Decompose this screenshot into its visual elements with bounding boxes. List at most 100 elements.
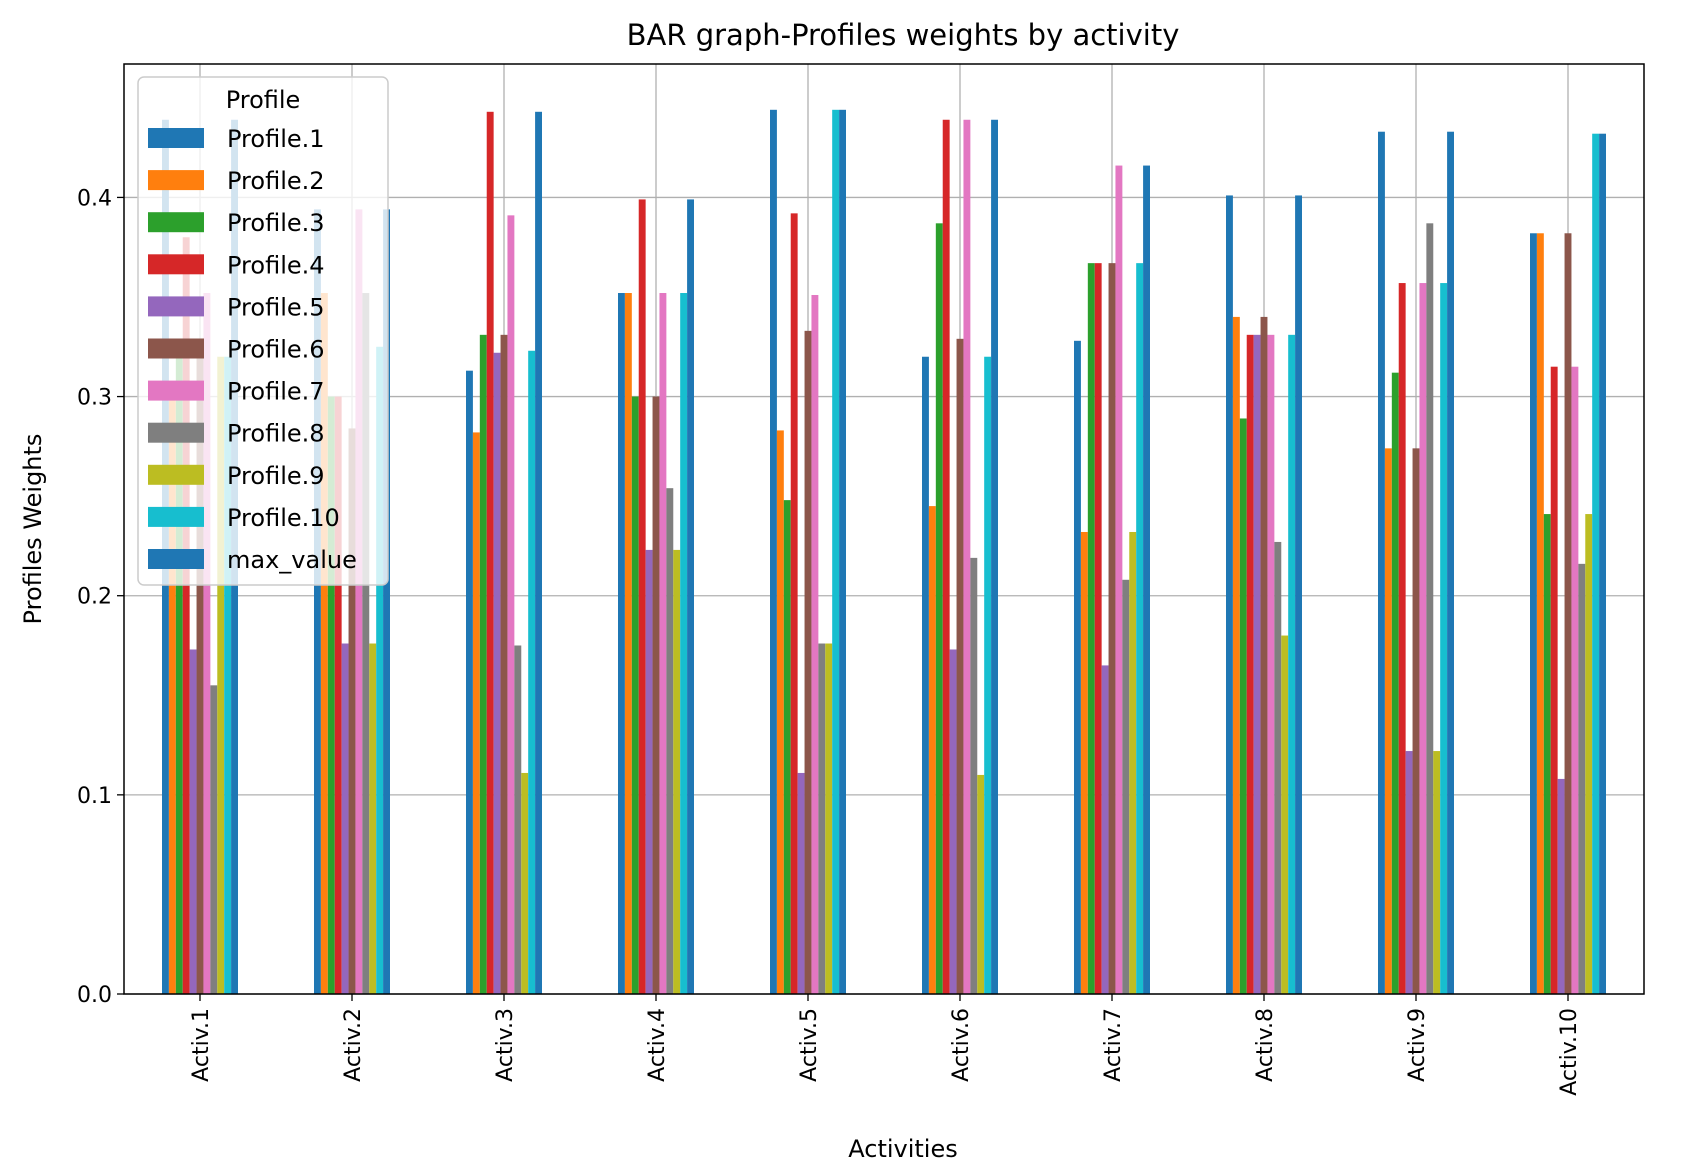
legend-swatch bbox=[148, 422, 204, 443]
bar bbox=[1398, 283, 1406, 994]
bar bbox=[1543, 514, 1551, 994]
legend: Profile Profile.1 Profile.2 Profile.3 Profi… bbox=[137, 76, 389, 586]
bar bbox=[203, 293, 211, 994]
bar bbox=[535, 111, 542, 994]
legend-label: Profile.2 bbox=[227, 167, 325, 195]
bar bbox=[1530, 233, 1537, 994]
legend-swatch bbox=[148, 549, 204, 569]
bar bbox=[1274, 541, 1282, 994]
legend-swatch bbox=[148, 464, 204, 485]
y-axis-label: Profiles Weights bbox=[19, 434, 47, 625]
y-tick-label: 0.2 bbox=[77, 585, 112, 610]
bar bbox=[818, 643, 826, 994]
bar bbox=[652, 396, 660, 994]
x-tick-label: Activ.9 bbox=[1405, 1008, 1430, 1082]
x-tick-label: Activ.5 bbox=[797, 1008, 822, 1082]
bar bbox=[984, 356, 992, 994]
bar bbox=[1295, 195, 1302, 994]
legend-title: Profile bbox=[226, 86, 301, 114]
bar bbox=[1108, 263, 1116, 995]
legend-swatch bbox=[148, 212, 204, 233]
bar bbox=[1391, 372, 1399, 994]
bar bbox=[673, 549, 681, 994]
bar bbox=[1578, 563, 1586, 994]
bar bbox=[977, 774, 985, 994]
bar bbox=[1447, 131, 1454, 994]
x-tick-label: Activ.4 bbox=[645, 1008, 670, 1082]
bar bbox=[1419, 283, 1427, 994]
bar bbox=[1074, 340, 1081, 994]
y-tick-label: 0.4 bbox=[77, 186, 112, 211]
bar bbox=[341, 643, 349, 994]
bar bbox=[631, 396, 639, 994]
bar bbox=[348, 428, 356, 994]
bar bbox=[1080, 531, 1088, 994]
legend-swatch bbox=[148, 296, 204, 317]
legend-swatch bbox=[148, 170, 204, 191]
bar bbox=[466, 370, 473, 995]
bar bbox=[1281, 635, 1289, 994]
bar bbox=[507, 215, 515, 995]
bar bbox=[1592, 133, 1600, 995]
bar bbox=[1557, 778, 1565, 994]
legend-label: Profile.4 bbox=[227, 251, 325, 279]
bar bbox=[500, 334, 508, 995]
legend-box bbox=[137, 76, 389, 586]
bars bbox=[162, 109, 1606, 995]
bar bbox=[811, 295, 819, 994]
legend-label: Profile.7 bbox=[227, 378, 325, 406]
bar bbox=[1253, 334, 1261, 995]
bar bbox=[383, 209, 390, 994]
bar bbox=[659, 293, 667, 994]
legend-swatch bbox=[148, 338, 204, 359]
bar bbox=[1122, 579, 1130, 994]
legend-swatch bbox=[148, 128, 204, 148]
bar bbox=[1260, 316, 1268, 994]
bar bbox=[783, 500, 791, 994]
bar bbox=[320, 293, 328, 994]
bar bbox=[1246, 334, 1254, 995]
bar bbox=[1101, 665, 1109, 994]
bar bbox=[624, 293, 632, 994]
bar bbox=[196, 340, 204, 994]
bar bbox=[1232, 316, 1240, 994]
bar bbox=[1571, 366, 1579, 994]
bar bbox=[210, 685, 218, 994]
bar bbox=[479, 334, 487, 995]
bar bbox=[770, 109, 777, 995]
bar bbox=[1115, 165, 1123, 994]
bar bbox=[1536, 233, 1544, 994]
bar bbox=[493, 352, 501, 994]
bar bbox=[666, 488, 674, 994]
bar bbox=[1267, 334, 1275, 995]
bar bbox=[991, 119, 998, 994]
chart-title: BAR graph-Profiles weights by activity bbox=[627, 18, 1180, 52]
bar bbox=[790, 213, 798, 994]
bar bbox=[935, 223, 943, 995]
bar bbox=[970, 557, 978, 994]
bar bbox=[956, 338, 964, 994]
x-axis-ticks: Activ.1 Activ.2 Activ.3 Activ.4 Activ.5 Activ… bbox=[189, 994, 1582, 1096]
x-tick-label: Activ.2 bbox=[341, 1008, 366, 1082]
bar bbox=[369, 643, 377, 994]
bar bbox=[1550, 366, 1558, 994]
x-tick-label: Activ.6 bbox=[949, 1008, 974, 1082]
bar bbox=[804, 330, 812, 994]
bar bbox=[618, 293, 625, 994]
legend-label: Profile.3 bbox=[227, 209, 325, 237]
bar bbox=[638, 199, 646, 995]
legend-label: Profile.8 bbox=[227, 420, 325, 448]
legend-label: Profile.1 bbox=[227, 125, 325, 153]
x-tick-label: Activ.7 bbox=[1101, 1008, 1126, 1082]
bar bbox=[839, 109, 846, 995]
bar bbox=[825, 643, 833, 994]
bar bbox=[942, 119, 950, 994]
bar bbox=[1412, 448, 1420, 994]
x-tick-label: Activ.8 bbox=[1253, 1008, 1278, 1082]
bar bbox=[1384, 448, 1392, 994]
bar bbox=[168, 396, 176, 994]
x-tick-label: Activ.10 bbox=[1557, 1008, 1582, 1096]
legend-swatch bbox=[148, 254, 204, 275]
bar bbox=[680, 293, 688, 994]
